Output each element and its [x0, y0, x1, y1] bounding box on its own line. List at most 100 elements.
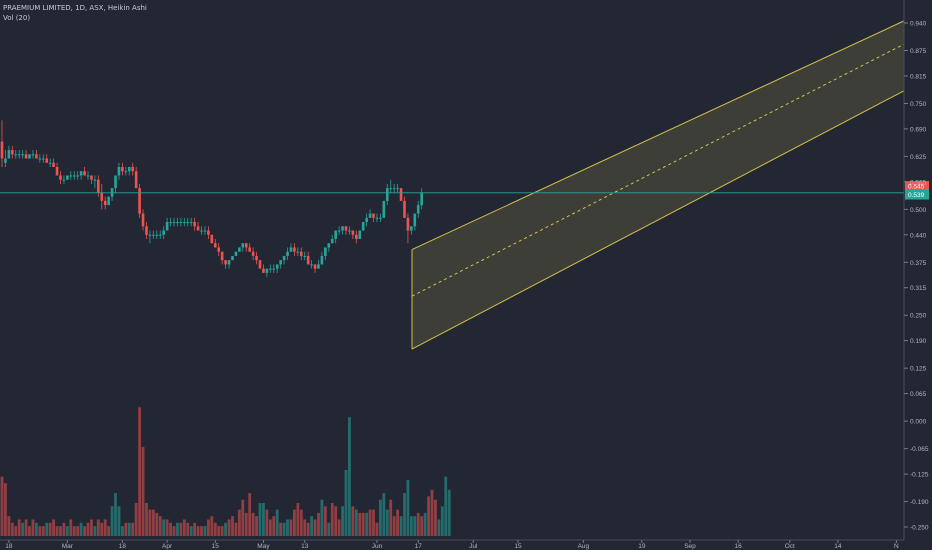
volume-bar: [127, 522, 131, 536]
volume-bar: [341, 506, 344, 536]
candle-body: [269, 268, 272, 270]
channel-lower-line: [411, 90, 905, 350]
candle-body: [416, 205, 420, 214]
candle-body: [227, 260, 231, 265]
volume-bar: [262, 503, 265, 536]
volume-bar: [416, 512, 420, 536]
candle-body: [62, 179, 66, 181]
candle-body: [79, 171, 83, 176]
candle-body: [258, 260, 262, 269]
candle-body: [66, 175, 69, 180]
volume-bar: [200, 526, 203, 536]
candle-body: [48, 162, 52, 164]
y-tick-label: 0.065: [910, 391, 927, 398]
y-tick-label: -0.065: [910, 446, 929, 453]
candle-body: [83, 171, 86, 176]
price-label-box: [905, 189, 929, 200]
volume-bar: [28, 526, 31, 536]
volume-bar: [103, 519, 107, 536]
y-tick-label: 0.190: [910, 338, 927, 345]
candle-body: [351, 230, 355, 235]
candle-body: [241, 243, 245, 248]
candle-body: [169, 222, 172, 224]
volume-bar: [286, 519, 289, 536]
volume-bar: [217, 526, 221, 536]
candle-body: [90, 175, 93, 180]
volume-bar: [368, 509, 372, 536]
candle-body: [385, 188, 389, 201]
candle-body: [313, 264, 317, 269]
volume-bar: [323, 506, 327, 536]
volume-bar: [213, 522, 217, 536]
volume-bar: [114, 493, 117, 536]
volume-bar: [351, 506, 355, 536]
volume-bar: [348, 417, 351, 536]
volume-bar: [110, 506, 114, 536]
volume-bar: [182, 519, 186, 536]
candle-body: [303, 255, 307, 257]
volume-bar: [203, 526, 207, 536]
candle-body: [97, 179, 100, 193]
candle-body: [41, 158, 45, 160]
candle-body: [234, 251, 238, 256]
volume-bar: [207, 519, 210, 536]
volume-bar: [251, 512, 255, 536]
candle-body: [196, 226, 200, 231]
volume-bar: [121, 526, 124, 536]
volume-bar: [86, 522, 90, 536]
volume-bar: [361, 512, 365, 536]
volume-bar: [90, 519, 93, 536]
volume-bar: [375, 522, 379, 536]
volume-bar: [434, 499, 437, 536]
volume-bar: [310, 516, 313, 536]
x-tick-label: Aug: [578, 543, 590, 550]
candle-body: [262, 268, 265, 273]
volume-bar: [282, 522, 286, 536]
candle-body: [152, 234, 155, 236]
x-tick-label: Jul: [469, 543, 478, 550]
symbol-title[interactable]: PRAEMIUM LIMITED, 1D, ASX, Heikin Ashi: [3, 4, 147, 12]
volume-bar: [409, 516, 413, 536]
time-axis[interactable]: 18 Mar 18 Apr 15 May 13 Jun 17 Jul 15 Aug 19 Sep 16 Oct…: [0, 539, 904, 550]
volume-bar: [7, 516, 11, 536]
volume-label[interactable]: Vol (20): [3, 14, 31, 22]
candle-body: [203, 230, 207, 232]
y-tick-label: -0.190: [910, 499, 929, 506]
volume-bar: [385, 509, 389, 536]
price-axis[interactable]: 0.940 0.875 0.815 0.750 0.690 0.625 0.565 0.500…: [903, 0, 929, 540]
candle-body: [372, 213, 375, 218]
candle-body: [238, 247, 241, 252]
volume-bar: [220, 526, 224, 536]
candle-body: [410, 226, 413, 231]
volume-bar: [48, 522, 52, 536]
candle-body: [286, 251, 289, 256]
volume-bar: [430, 489, 434, 536]
candle-body: [210, 234, 214, 244]
candle-body: [59, 175, 62, 180]
x-tick-label: May: [257, 543, 270, 550]
volume-bar: [124, 522, 128, 536]
x-tick-label: 17: [415, 543, 423, 550]
candle-body: [420, 192, 423, 206]
volume-bar: [38, 526, 42, 536]
candle-body: [103, 200, 107, 206]
volume-bar: [372, 509, 375, 536]
volume-bar: [299, 509, 303, 536]
candle-body: [413, 213, 417, 227]
candle-body: [114, 175, 117, 189]
volume-bar: [268, 519, 272, 536]
y-tick-label: 0.625: [910, 154, 927, 161]
x-tick-label: Mar: [62, 543, 74, 550]
candle-body: [379, 217, 382, 219]
regression-channel[interactable]: [411, 20, 905, 350]
candle-body: [365, 217, 368, 223]
candle-body: [355, 234, 358, 239]
candle-body: [127, 167, 131, 172]
candle-body: [72, 175, 76, 177]
candle-body: [24, 154, 28, 159]
volume-bar: [420, 516, 424, 536]
volume-bar: [100, 522, 104, 536]
volume-bar: [83, 526, 86, 536]
